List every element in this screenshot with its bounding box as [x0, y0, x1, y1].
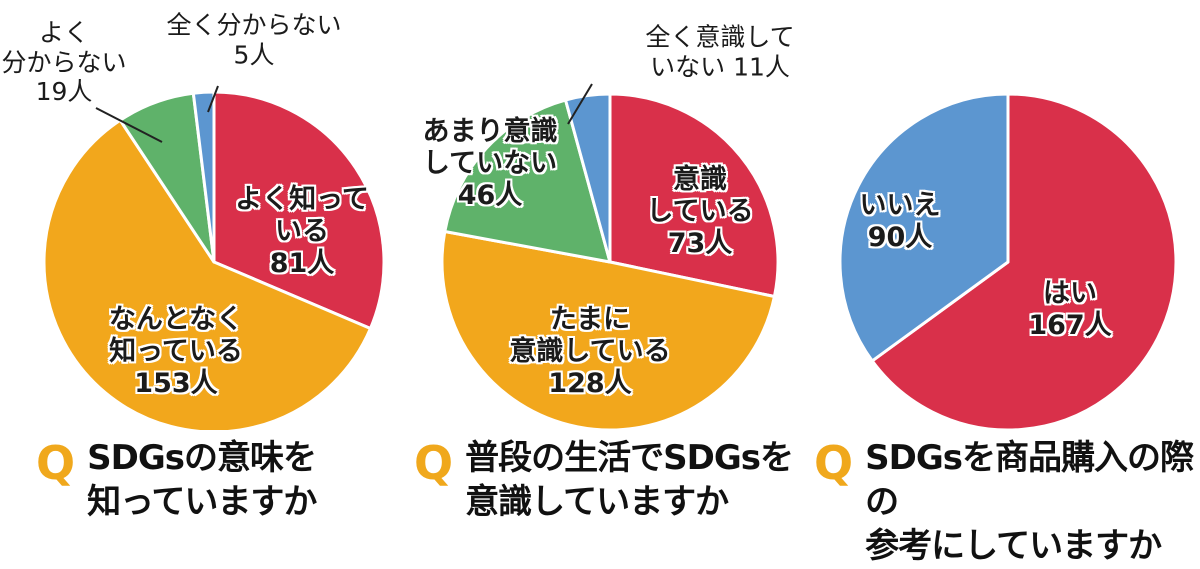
pie-slice	[870, 92, 1178, 430]
pie-chart-1	[42, 85, 386, 430]
q-mark-icon: Q	[814, 436, 854, 490]
chart-panel-3: はい 167人 いいえ 90人 Q SDGsを商品購入の際の 参考にしていますか	[800, 0, 1200, 566]
question-1-line-2: 知っていますか	[87, 482, 317, 523]
q-mark-icon: Q	[36, 436, 76, 490]
question-2-line-1: 普段の生活でSDGsを	[465, 438, 794, 478]
pie-slice	[440, 229, 776, 430]
pie-slice	[838, 92, 1010, 363]
question-3: Q SDGsを商品購入の際の 参考にしていますか	[814, 436, 1200, 569]
slice-label: よく 分からない 19人	[1, 17, 127, 106]
pie-slice	[608, 92, 780, 299]
question-1-text: SDGsの意味を 知っていますか	[87, 436, 317, 524]
slice-label: いいえ 90人	[859, 190, 941, 253]
pie-slice	[191, 90, 216, 264]
slice-label: はい 167人	[1028, 278, 1112, 341]
slice-label: よく知って いる 81人	[235, 184, 369, 279]
chart-panel-1: よく知って いる 81人なんとなく 知っている 153人 よく 分からない 19人…	[0, 0, 400, 558]
question-2: Q 普段の生活でSDGsを 意識していますか	[414, 436, 794, 524]
question-1-line-1: SDGsの意味を	[87, 438, 317, 478]
question-2-text: 普段の生活でSDGsを 意識していますか	[465, 436, 794, 524]
chart-panel-2: 意識 している 73人たまに 意識している 128人 あまり意識 していない 46…	[400, 0, 800, 558]
leader-line	[207, 85, 219, 113]
pie-chart-3	[838, 92, 1178, 430]
slice-label: 全く分からない 5人	[166, 10, 342, 70]
pie-chart-2	[440, 83, 780, 430]
question-3-line-1: SDGsを商品購入の際の	[865, 438, 1194, 523]
pie-slice	[443, 98, 612, 264]
question-2-line-2: 意識していますか	[465, 482, 729, 523]
slice-label: たまに 意識している 128人	[509, 304, 671, 399]
question-3-line-2: 参考にしていますか	[865, 526, 1162, 567]
slice-label: 全く意識して いない 11人	[645, 22, 795, 82]
leader-line	[95, 107, 163, 143]
slice-label: なんとなく 知っている 153人	[108, 304, 244, 399]
pie-slice	[212, 90, 386, 330]
slice-label: 意識 している 73人	[646, 164, 754, 259]
slice-label: あまり意識 していない 46人	[422, 116, 558, 211]
question-1: Q SDGsの意味を 知っていますか	[36, 436, 317, 524]
question-3-text: SDGsを商品購入の際の 参考にしていますか	[865, 436, 1200, 569]
leader-line	[567, 83, 593, 125]
q-mark-icon: Q	[414, 436, 454, 490]
pie-slice	[42, 118, 372, 430]
pie-slice	[564, 92, 612, 264]
